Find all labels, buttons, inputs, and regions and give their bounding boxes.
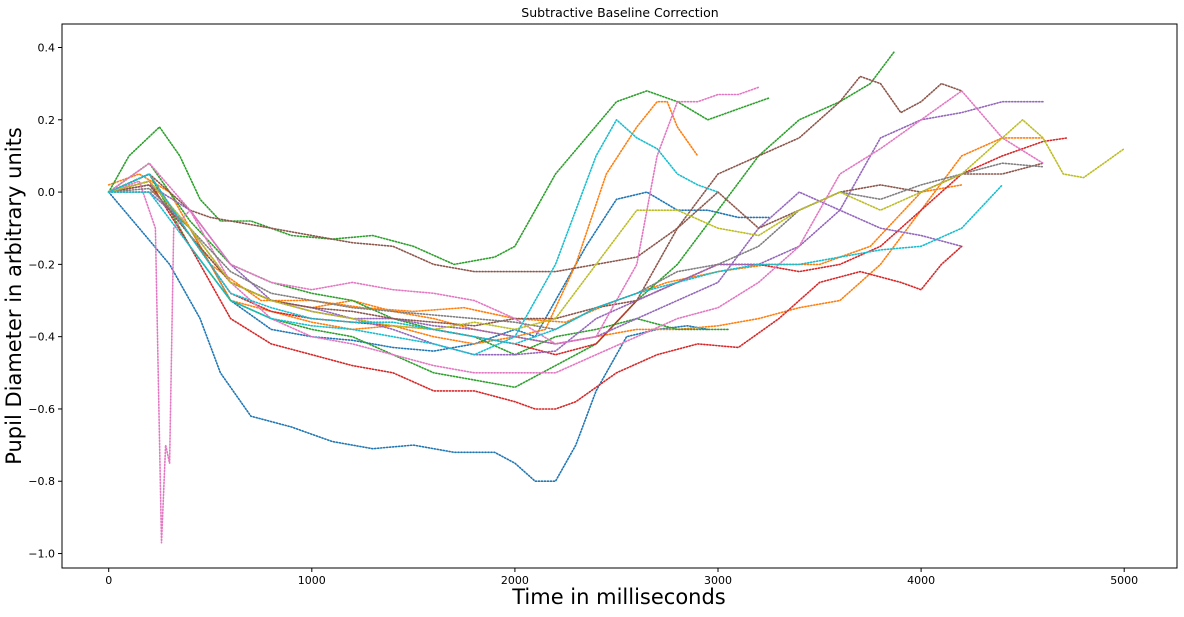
y-axis-title: Pupil Diameter in arbitrary units	[2, 127, 26, 465]
series-line-3	[107, 100, 699, 345]
x-axis-title: Time in milliseconds	[511, 585, 726, 609]
series-line-13	[107, 75, 963, 273]
y-tick-label: −0.8	[28, 475, 55, 488]
x-tick-label: 5000	[1110, 574, 1138, 587]
axes-layer: 0 1000 2000 3000 4000 5000 −1.0 −0.8 −0.6 −0.4 −0.…	[28, 41, 1138, 587]
series-line-9	[107, 180, 963, 410]
series-line-10	[107, 137, 1069, 356]
series-line-19	[107, 119, 719, 356]
series-line-2	[107, 180, 770, 352]
y-tick-label: −0.2	[28, 258, 55, 271]
plot-frame	[61, 23, 1178, 569]
y-tick-label: 0.0	[38, 186, 56, 199]
y-tick-label: −1.0	[28, 548, 55, 561]
chart-title: Subtractive Baseline Correction	[521, 5, 718, 20]
y-tick-label: 0.2	[38, 114, 56, 127]
series-line-5	[107, 184, 963, 324]
y-tick-label: 0.4	[38, 41, 56, 54]
series-layer	[107, 50, 1125, 544]
series-line-16	[107, 90, 1044, 374]
x-tick-label: 2000	[501, 574, 529, 587]
x-tick-label: 3000	[704, 574, 732, 587]
x-tick-label: 1000	[298, 574, 326, 587]
x-tick-label: 0	[105, 574, 112, 587]
y-tick-label: −0.4	[28, 331, 55, 344]
series-line-15	[107, 86, 760, 544]
series-line-20	[107, 173, 1004, 345]
series-line-6	[107, 90, 770, 266]
series-line-1	[107, 191, 709, 483]
series-line-18	[107, 119, 1125, 331]
y-tick-label: −0.6	[28, 403, 55, 416]
x-tick-label: 4000	[907, 574, 935, 587]
